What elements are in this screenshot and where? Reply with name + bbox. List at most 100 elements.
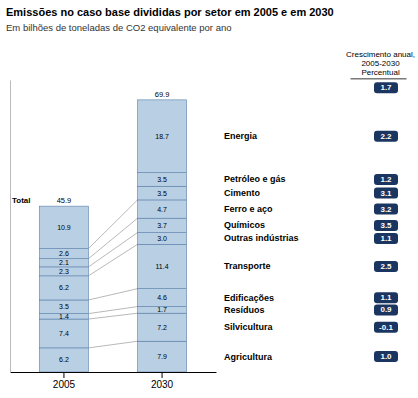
bar-segment [138,100,187,173]
badge: 3.1 [374,188,398,199]
badge: 0.9 [374,304,398,315]
badge-text: 2.5 [380,262,392,271]
x-tick: 2005 [53,372,76,390]
sector-label: Resíduos [224,305,265,315]
data-label: 4.6 [157,294,167,301]
bar-segment [138,341,187,372]
badge-text: -0.1 [379,323,393,332]
bar-segment [39,276,88,300]
y-axis-line [10,81,11,373]
total-value: 69.9 [155,90,170,99]
bar-segment [138,289,187,307]
badge: 2.5 [374,261,398,272]
badge-text: 1.7 [380,83,392,92]
sector-label: Petróleo e gás [224,174,286,184]
x-tick-label: 2005 [53,379,76,390]
connector [88,313,137,319]
badge: 1.7 [374,82,398,93]
badge: 1.1 [374,292,398,303]
sector-label: Ferro e aço [224,204,273,214]
badge-bg [374,261,398,272]
data-label: 6.2 [59,284,69,291]
bar-segment [138,244,187,288]
badge-text: 3.2 [380,205,392,214]
total-value: 45.9 [57,196,72,205]
badge: 2.2 [374,131,398,142]
sector-label: Cimento [224,188,261,198]
data-label: 18.7 [155,133,169,140]
growth-header-rule [351,78,407,79]
growth-header: Crescimento anual,2005-2030Percentual [346,50,415,79]
connector [88,307,137,314]
data-labels: 6.27.97.47.21.41.73.54.66.211.42.33.02.1… [57,133,169,364]
connector [88,233,137,267]
badge-bg [374,351,398,362]
badge-bg [374,233,398,244]
sector-label: Outras indústrias [224,233,299,243]
badge: 3.5 [374,220,398,231]
chart: Emissões no caso base divididas por seto… [0,0,418,398]
badge-bg [374,304,398,315]
badge-bg [374,82,398,93]
badge-text: 3.5 [380,221,392,230]
bar-segment [138,200,187,218]
data-label: 2.3 [59,268,69,275]
badge-text: 1.1 [380,234,392,243]
connector [88,244,137,276]
badge: 1.1 [374,233,398,244]
badge: 1.2 [374,174,398,185]
totals: 45.969.9Total [12,90,169,205]
connector [88,341,137,348]
x-tick-mark [162,372,163,378]
badge-bg [374,131,398,142]
sector-label: Químicos [224,220,265,230]
bar-segment [138,186,187,200]
growth-header-line: 2005-2030 [361,59,400,68]
bar-segment [138,233,187,245]
sector-label: Silvicultura [224,322,274,332]
badge-bg [374,188,398,199]
subtitle: Em bilhões de toneladas de CO2 equivalen… [6,22,232,33]
badge-bg [374,292,398,303]
data-label: 7.9 [157,353,167,360]
sector-label: Energia [224,131,258,141]
connector [88,289,137,300]
x-axis-line [11,372,217,373]
bar-segment [39,300,88,314]
badge-text: 3.1 [380,189,392,198]
data-label: 3.5 [59,303,69,310]
data-label: 3.5 [157,190,167,197]
bar-segment [39,206,88,248]
badge-text: 1.2 [380,175,392,184]
bar-segment [39,314,88,319]
badge: 3.2 [374,204,398,215]
bar-segment [39,319,88,348]
bar-segment [138,218,187,232]
badge-bg [374,220,398,231]
data-label: 6.2 [59,356,69,363]
sector-labels: Agricultura 1.0 Silvicultura -0.1 Resíduos 0.… [224,82,398,362]
x-tick-label: 2030 [151,379,174,390]
bar-segment [138,313,187,341]
data-label: 3.0 [157,235,167,242]
sector-label: Edificações [224,293,274,303]
data-label: 4.7 [157,206,167,213]
badge-bg [374,204,398,215]
bars [39,100,186,372]
badge-bg [374,174,398,185]
data-label: 1.4 [59,313,69,320]
connector [88,200,137,249]
sector-label: Agricultura [224,352,273,362]
badge-text: 1.1 [380,293,392,302]
bar-segment [138,307,187,314]
sector-label: Transporte [224,261,271,271]
x-tick: 2030 [151,372,174,390]
badge: -0.1 [374,322,398,333]
data-label: 3.5 [157,176,167,183]
data-label: 2.6 [59,250,69,257]
data-label: 1.7 [157,306,167,313]
badge: 1.0 [374,351,398,362]
plot-area [39,100,186,372]
badge-bg [374,322,398,333]
bar-segment [39,249,88,259]
